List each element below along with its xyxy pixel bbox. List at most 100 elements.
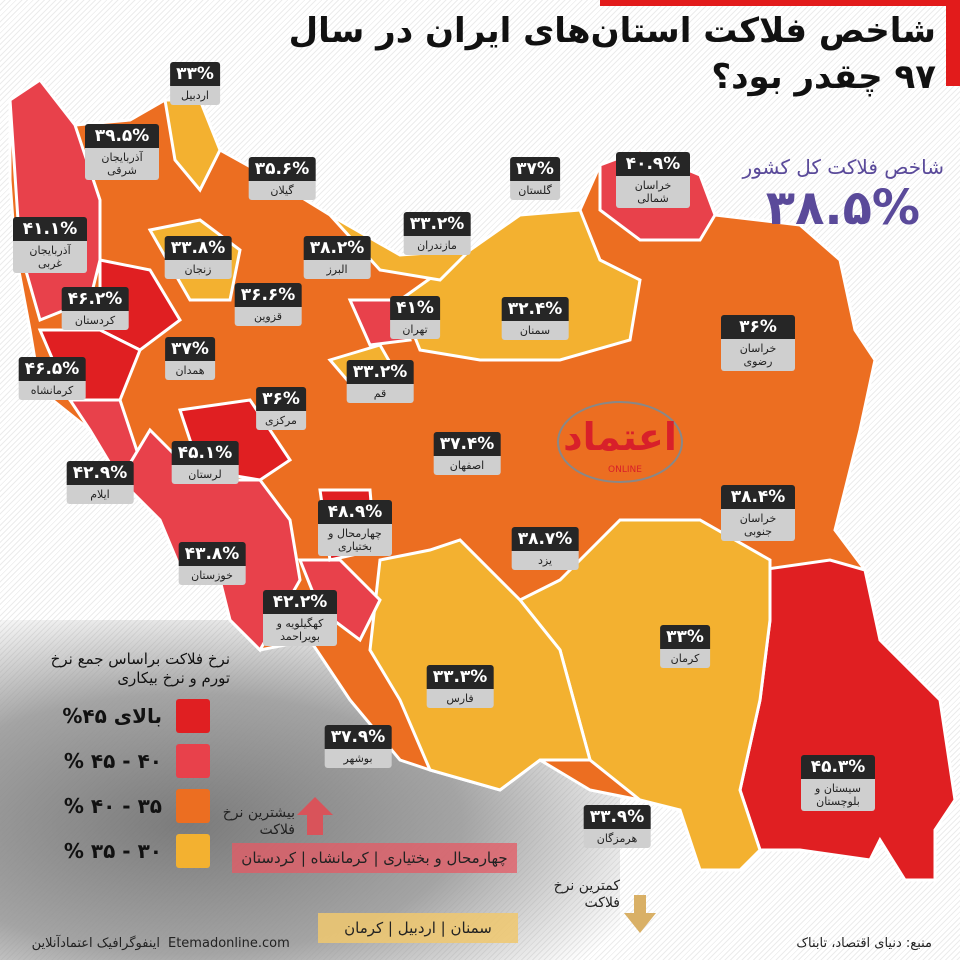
province-value: ۴۲.۲%: [263, 590, 337, 614]
province-name: قم: [346, 384, 414, 403]
province-name: خراسان جنوبی: [721, 509, 795, 541]
province-name: اصفهان: [433, 456, 501, 475]
province-label: ۴۱.۱% آذربایجان غربی: [13, 217, 87, 273]
province-label: ۳۷% همدان: [165, 337, 215, 380]
province-label: ۳۷.۴% اصفهان: [433, 432, 501, 475]
footer-source: منبع: دنیای اقتصاد، تابناک: [796, 936, 932, 951]
province-label: ۳۳.۲% قم: [346, 360, 414, 403]
province-value: ۴۲.۹%: [66, 461, 134, 485]
province-label: ۴۸.۹% چهارمحال و بختیاری: [318, 500, 392, 556]
province-label: ۴۰.۹% خراسان شمالی: [616, 152, 690, 208]
legend-item: ۳۰ - ۳۵ %: [60, 833, 210, 869]
province-name: کهگیلویه و بویراحمد: [263, 614, 337, 646]
legend-swatch: [176, 744, 210, 778]
province-name: خوزستان: [178, 566, 246, 585]
province-value: ۳۸.۲%: [303, 236, 371, 260]
province-name: کردستان: [61, 311, 129, 330]
province-name: زنجان: [164, 260, 232, 279]
province-name: ایلام: [66, 485, 134, 504]
province-name: سیستان و بلوچستان: [801, 779, 875, 811]
province-name: مازندران: [403, 236, 471, 255]
national-index-value: ۳۸.۵%: [765, 180, 920, 236]
province-value: ۳۸.۴%: [721, 485, 795, 509]
province-name: گلستان: [510, 181, 560, 200]
legend-label: ۳۰ - ۳۵ %: [63, 839, 162, 863]
province-label: ۳۶% خراسان رضوی: [721, 315, 795, 371]
province-value: ۳۳.۲%: [403, 212, 471, 236]
province-label: ۳۸.۲% البرز: [303, 236, 371, 279]
province-value: ۳۷.۴%: [433, 432, 501, 456]
province-value: ۳۳.۳%: [426, 665, 494, 689]
province-name: مرکزی: [256, 411, 306, 430]
province-label: ۳۶% مرکزی: [256, 387, 306, 430]
etemad-logo: اعتماد ONLINE: [550, 392, 690, 492]
province-label: ۳۳% اردبیل: [170, 62, 220, 105]
province-value: ۴۵.۳%: [801, 755, 875, 779]
province-value: ۳۲.۴%: [501, 297, 569, 321]
highest-label: بیشترین نرخ فلاکت: [222, 805, 295, 838]
province-name: آذربایجان شرقی: [85, 148, 159, 180]
province-name: همدان: [165, 361, 215, 380]
province-value: ۳۳%: [660, 625, 710, 649]
province-value: ۳۹.۵%: [85, 124, 159, 148]
legend-item: ۴۰ - ۴۵ %: [60, 743, 210, 779]
province-value: ۳۷.۹%: [324, 725, 392, 749]
region-mazandaran: [328, 213, 474, 282]
svg-text:ONLINE: ONLINE: [608, 465, 642, 475]
province-label: ۴۱% تهران: [390, 296, 440, 339]
legend-swatch: [176, 699, 210, 733]
province-name: کرمان: [660, 649, 710, 668]
lowest-label: کمترین نرخ فلاکت: [553, 878, 620, 911]
province-label: ۴۶.۲% کردستان: [61, 287, 129, 330]
province-label: ۳۳.۳% فارس: [426, 665, 494, 708]
highest-provinces-band: چهارمحال و بختیاری | کرمانشاه | کردستان: [232, 843, 517, 873]
province-label: ۴۲.۲% کهگیلویه و بویراحمد: [263, 590, 337, 646]
province-label: ۳۹.۵% آذربایجان شرقی: [85, 124, 159, 180]
province-name: تهران: [390, 320, 440, 339]
province-value: ۳۷%: [165, 337, 215, 361]
region-sistan: [738, 558, 957, 882]
province-label: ۳۸.۷% یزد: [511, 527, 579, 570]
province-label: ۳۵.۶% گیلان: [248, 157, 316, 200]
province-label: ۳۸.۴% خراسان جنوبی: [721, 485, 795, 541]
province-name: آذربایجان غربی: [13, 241, 87, 273]
province-value: ۳۳.۲%: [346, 360, 414, 384]
arrow-down-icon: [624, 895, 656, 933]
province-name: بوشهر: [324, 749, 392, 768]
province-value: ۳۷%: [510, 157, 560, 181]
province-label: ۳۳% کرمان: [660, 625, 710, 668]
province-value: ۳۶.۶%: [234, 283, 302, 307]
province-label: ۳۶.۶% قزوین: [234, 283, 302, 326]
province-name: خراسان رضوی: [721, 339, 795, 371]
province-value: ۴۱%: [390, 296, 440, 320]
province-label: ۳۳.۹% هرمزگان: [583, 805, 651, 848]
footer-credit: اینفوگرافیک اعتمادآنلاین: [31, 936, 160, 951]
province-name: گیلان: [248, 181, 316, 200]
region-khuzestan: [118, 427, 302, 653]
province-name: کرمانشاه: [18, 381, 86, 400]
province-value: ۳۶%: [721, 315, 795, 339]
province-value: ۳۶%: [256, 387, 306, 411]
legend-item: بالای ۴۵%: [60, 698, 210, 734]
side-accent-bar: [946, 0, 960, 86]
province-value: ۴۸.۹%: [318, 500, 392, 524]
province-label: ۳۷% گلستان: [510, 157, 560, 200]
province-label: ۳۳.۲% مازندران: [403, 212, 471, 255]
province-value: ۳۳.۹%: [583, 805, 651, 829]
arrow-up-icon: [297, 797, 333, 835]
province-value: ۴۶.۵%: [18, 357, 86, 381]
province-name: خراسان شمالی: [616, 176, 690, 208]
legend-item: ۳۵ - ۴۰ %: [60, 788, 210, 824]
province-name: چهارمحال و بختیاری: [318, 524, 392, 556]
top-accent-bar: [600, 0, 960, 6]
legend-label: ۳۵ - ۴۰ %: [63, 794, 162, 818]
province-value: ۳۳%: [170, 62, 220, 86]
province-value: ۴۱.۱%: [13, 217, 87, 241]
province-value: ۳۵.۶%: [248, 157, 316, 181]
province-label: ۴۳.۸% خوزستان: [178, 542, 246, 585]
province-label: ۴۲.۹% ایلام: [66, 461, 134, 504]
province-value: ۴۵.۱%: [171, 441, 239, 465]
page-title: شاخص فلاکت استان‌های ایران در سال ۹۷ چقد…: [288, 11, 936, 97]
province-label: ۴۵.۱% لرستان: [171, 441, 239, 484]
footer-website[interactable]: Etemadonline.com: [168, 936, 290, 951]
